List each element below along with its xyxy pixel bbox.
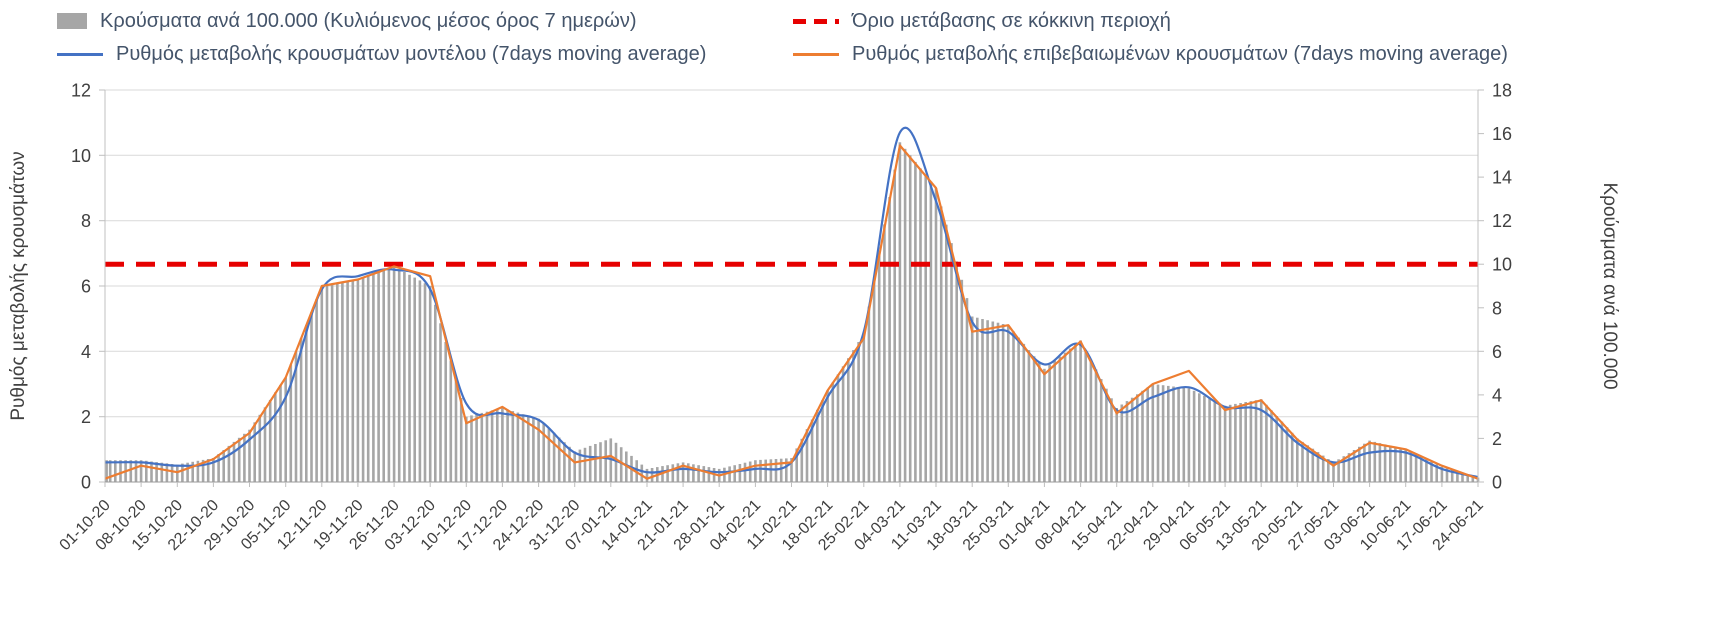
svg-text:10: 10 — [71, 146, 91, 166]
red-dashed-line-swatch-icon — [793, 18, 839, 24]
left-axis-title: Ρυθμός μεταβολής κρουσμάτων — [8, 151, 29, 420]
legend-label-model: Ρυθμός μεταβολής κρουσμάτων μοντέλου (7d… — [116, 43, 707, 65]
svg-text:6: 6 — [1492, 342, 1502, 362]
svg-text:16: 16 — [1492, 124, 1512, 144]
svg-text:4: 4 — [81, 342, 91, 362]
legend-item-confirmed-line: Ρυθμός μεταβολής επιβεβαιωμένων κρουσμάτ… — [793, 44, 1508, 64]
orange-line-swatch-icon — [793, 52, 839, 56]
gridlines — [105, 89, 1478, 418]
svg-text:18: 18 — [1492, 81, 1512, 101]
legend-label-confirmed: Ρυθμός μεταβολής επιβεβαιωμένων κρουσμάτ… — [852, 43, 1508, 65]
svg-text:2: 2 — [1492, 429, 1502, 449]
legend-item-model-line: Ρυθμός μεταβολής κρουσμάτων μοντέλου (7d… — [57, 44, 706, 64]
bar-series-swatch-icon — [57, 13, 87, 29]
svg-text:8: 8 — [1492, 298, 1502, 318]
svg-text:12: 12 — [1492, 211, 1512, 231]
x-axis-tick-labels: 01-10-2008-10-2015-10-2022-10-2029-10-20… — [57, 482, 1487, 554]
svg-text:0: 0 — [81, 473, 91, 493]
legend-item-cases-bars: Κρούσματα ανά 100.000 (Κυλιόμενος μέσος … — [57, 11, 637, 31]
legend-label-cases-bars: Κρούσματα ανά 100.000 (Κυλιόμενος μέσος … — [100, 10, 637, 32]
legend-label-threshold: Όριο μετάβασης σε κόκκινη περιοχή — [852, 10, 1171, 32]
blue-line-swatch-icon — [57, 52, 103, 56]
left-axis-tick-labels: 0 2 4 6 8 10 12 — [71, 81, 105, 493]
svg-text:6: 6 — [81, 277, 91, 297]
svg-text:14: 14 — [1492, 168, 1512, 188]
svg-text:10: 10 — [1492, 255, 1512, 275]
right-axis-title: Κρούσματα ανά 100.000 — [1599, 182, 1620, 389]
bars-cases-per-100k — [105, 142, 1480, 483]
confirmed-line — [104, 144, 1479, 480]
svg-text:4: 4 — [1492, 385, 1502, 405]
svg-text:12: 12 — [71, 81, 91, 101]
right-axis-tick-labels: 0 2 4 6 8 10 12 14 16 18 — [1478, 81, 1512, 493]
svg-text:2: 2 — [81, 407, 91, 427]
svg-text:8: 8 — [81, 211, 91, 231]
svg-text:0: 0 — [1492, 473, 1502, 493]
legend-item-threshold: Όριο μετάβασης σε κόκκινη περιοχή — [793, 11, 1171, 31]
